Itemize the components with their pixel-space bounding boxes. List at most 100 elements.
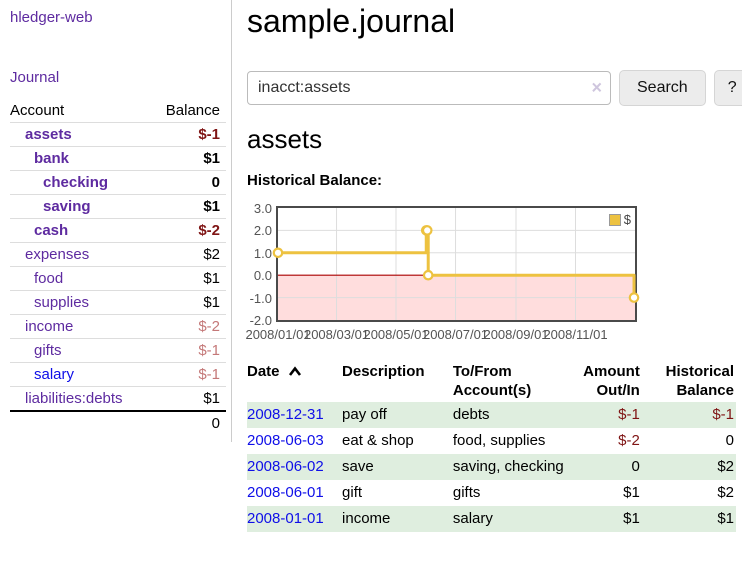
transaction-description: gift [342, 484, 363, 501]
account-link[interactable]: bank [34, 150, 70, 167]
transaction-date-link[interactable]: 2008-06-03 [247, 432, 324, 449]
x-tick-label: 2008/11/01 [543, 327, 608, 342]
transaction-accounts: gifts [452, 484, 481, 501]
account-balance: $1 [203, 198, 220, 215]
register-header-amount: Amount Out/In [583, 363, 640, 399]
search-button[interactable]: Search [619, 70, 706, 106]
account-link[interactable]: liabilities:debts [25, 390, 123, 407]
register-header-accounts: To/From Account(s) [452, 363, 532, 399]
brand-link[interactable]: hledger-web [10, 9, 93, 26]
transaction-description: eat & shop [342, 432, 414, 449]
transaction-date-link[interactable]: 2008-06-01 [247, 484, 324, 501]
register-row: 2008-06-02 save saving, checking 0 $2 [247, 454, 736, 480]
account-link[interactable]: supplies [34, 294, 90, 311]
help-button[interactable]: ? [713, 70, 742, 106]
legend-label: $ [623, 212, 631, 227]
account-balance: $1 [203, 294, 220, 311]
account-balance: $1 [203, 390, 220, 407]
transaction-date-link[interactable]: 2008-12-31 [247, 406, 324, 423]
transaction-amount: $1 [623, 510, 640, 527]
account-row: expenses $2 [10, 242, 226, 267]
y-tick-label: 3.0 [253, 201, 272, 216]
accounts-total-row: 0 [10, 411, 226, 435]
transaction-accounts: food, supplies [452, 432, 546, 449]
transaction-description: save [342, 458, 374, 475]
page-title: sample.journal [247, 3, 456, 39]
account-balance: 0 [211, 174, 220, 191]
y-tick-label: -1.0 [249, 290, 272, 306]
search-form: × Search ? [247, 70, 742, 106]
register-header-description: Description [342, 363, 425, 380]
register-row: 2008-01-01 income salary $1 $1 [247, 506, 736, 532]
accounts-total-value: 0 [211, 415, 220, 432]
x-tick-label: 2008/03/01 [303, 327, 370, 342]
y-tick-label: 1.0 [253, 245, 272, 261]
register-header-row: Date Description To/From Account(s) Amou… [247, 360, 736, 402]
account-row: salary $-1 [10, 362, 226, 387]
transaction-date-link[interactable]: 2008-06-02 [247, 458, 324, 475]
transaction-description: income [342, 510, 391, 527]
account-link[interactable]: saving [43, 198, 91, 215]
account-balance: $2 [203, 246, 220, 263]
account-row: checking 0 [10, 170, 226, 195]
account-row: liabilities:debts $1 [10, 386, 226, 412]
account-heading: assets [247, 124, 323, 154]
chart-plot: $ 3.0 2.0 1.0 0.0 -1.0 -2.0 2008/01/01 2008/03… [245, 202, 640, 342]
transaction-amount: 0 [631, 458, 640, 475]
x-tick-label: 2008/01/01 [245, 327, 311, 342]
account-balance: $-2 [198, 318, 220, 335]
account-balance: $-1 [198, 126, 220, 143]
sidebar: hledger-web Journal Account Balance asse… [0, 0, 232, 442]
account-link[interactable]: checking [43, 174, 109, 191]
transaction-amount: $1 [623, 484, 640, 501]
transaction-balance: $-1 [712, 406, 734, 423]
chart-x-axis: 2008/01/01 2008/03/01 2008/05/01 2008/07/01… [245, 324, 635, 342]
transaction-balance: $2 [717, 484, 734, 501]
account-link[interactable]: expenses [25, 246, 90, 263]
register-header-date[interactable]: Date [247, 360, 342, 402]
register-body: 2008-12-31 pay off debts $-1 $-1 2008-06-03 ea… [247, 402, 736, 532]
clear-search-icon[interactable]: × [591, 77, 602, 98]
transaction-date-link[interactable]: 2008-01-01 [247, 510, 324, 527]
account-balance: $1 [203, 270, 220, 287]
app-layout: hledger-web Journal Account Balance asse… [0, 0, 742, 532]
transaction-balance: $2 [717, 458, 734, 475]
accounts-header-row: Account Balance [10, 99, 226, 123]
search-input[interactable] [247, 71, 611, 105]
search-field-wrap: × [247, 71, 611, 105]
account-row: gifts $-1 [10, 338, 226, 363]
accounts-header-balance: Balance [165, 102, 220, 119]
account-row: supplies $1 [10, 290, 226, 315]
account-link[interactable]: cash [34, 222, 69, 239]
register-row: 2008-12-31 pay off debts $-1 $-1 [247, 402, 736, 428]
chart-legend: $ [606, 211, 633, 228]
account-link[interactable]: assets [25, 126, 72, 143]
account-row: income $-2 [10, 314, 226, 339]
legend-swatch-icon [608, 213, 621, 226]
transaction-accounts: debts [452, 406, 490, 423]
register-table: Date Description To/From Account(s) Amou… [247, 360, 736, 532]
account-link[interactable]: income [25, 318, 74, 335]
account-balance: $-1 [198, 342, 220, 359]
journal-link[interactable]: Journal [10, 69, 60, 86]
transaction-description: pay off [342, 406, 387, 423]
balance-chart: $ 3.0 2.0 1.0 0.0 -1.0 -2.0 2008/01/01 2008/03… [245, 202, 640, 344]
transaction-accounts: salary [452, 510, 493, 527]
register-header-balance: Historical Balance [665, 363, 734, 399]
transaction-amount: $-2 [618, 432, 640, 449]
account-row: cash $-2 [10, 218, 226, 243]
x-tick-label: 2008/05/01 [363, 327, 429, 342]
y-tick-label: 0.0 [253, 268, 272, 284]
transaction-accounts: saving, checking [452, 458, 564, 475]
account-row: assets $-1 [10, 122, 226, 147]
transaction-balance: 0 [725, 432, 734, 449]
accounts-header-account: Account [10, 102, 65, 119]
accounts-total-spacer [10, 411, 151, 435]
accounts-body: assets $-1 bank $1 checking 0 saving $1 cash $-2 e… [10, 122, 226, 412]
register-header-date-label: Date [247, 363, 280, 380]
sort-ascending-icon [288, 366, 301, 376]
account-link[interactable]: gifts [34, 342, 62, 359]
account-link[interactable]: salary [34, 366, 75, 383]
chart-title: Historical Balance: [247, 172, 383, 189]
account-link[interactable]: food [34, 270, 64, 287]
